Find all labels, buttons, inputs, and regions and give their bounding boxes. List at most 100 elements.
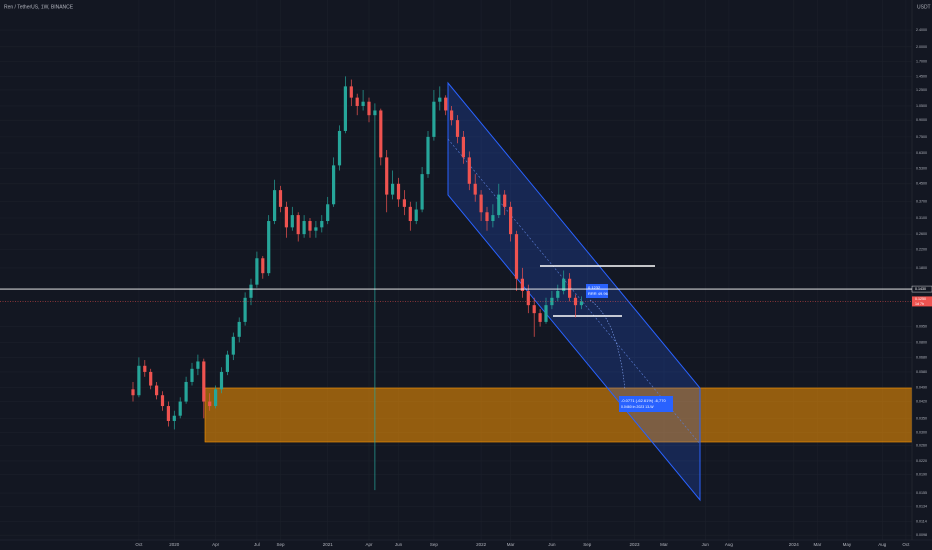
candle-body: [296, 215, 300, 235]
candle-body: [326, 204, 330, 222]
x-tick-label: 2024: [789, 542, 800, 547]
y-tick-label: 0.2600: [916, 232, 927, 236]
x-tick-label: Jun: [395, 542, 403, 547]
x-tick-label: Jul: [254, 542, 260, 547]
y-tick-label: 0.0950: [916, 325, 927, 329]
y-tick-label: 0.0300: [916, 430, 927, 434]
candle-body: [556, 291, 560, 298]
candle-body: [491, 215, 495, 222]
candle-body: [267, 221, 271, 274]
candle-body: [255, 258, 259, 285]
candle-body: [414, 209, 418, 222]
candle-body: [314, 227, 318, 231]
y-tick-label: 0.3700: [916, 200, 927, 204]
candle-body: [332, 165, 336, 205]
position-ratio: RRR 49.96: [588, 291, 609, 296]
x-tick-label: Apr: [365, 542, 373, 547]
candle-body: [361, 101, 365, 106]
x-tick-label: Oct: [902, 542, 910, 547]
candle-body: [155, 385, 159, 396]
y-unit: USDT: [917, 4, 931, 10]
candle-body: [284, 206, 288, 228]
candle-body: [225, 354, 229, 372]
candle-body: [184, 381, 188, 402]
y-tick-label: 0.0680: [916, 355, 927, 359]
y-tick-label: 0.0260: [916, 444, 927, 448]
candle-body: [178, 401, 182, 416]
position-label-box: [586, 284, 608, 298]
candle-body: [355, 97, 359, 106]
y-tick-label: 0.5300: [916, 167, 927, 171]
candle-body: [385, 157, 389, 195]
candle-body: [562, 278, 566, 292]
candle-body: [249, 284, 253, 298]
y-tick-label: 0.4500: [916, 182, 927, 186]
candle-body: [143, 365, 147, 372]
candle-body: [467, 157, 471, 184]
candle-body: [526, 291, 530, 306]
y-tick-label: 0.0190: [916, 472, 927, 476]
y-tick-label: 0.6300: [916, 151, 927, 155]
x-tick-label: Apr: [212, 542, 220, 547]
candle-body: [461, 136, 465, 158]
candle-body: [160, 395, 165, 407]
y-tick-label: 0.0098: [916, 533, 927, 537]
candle-body: [550, 297, 554, 306]
candle-body: [308, 221, 312, 231]
candle-body: [172, 415, 176, 421]
price-line-label: 0.1430: [915, 287, 926, 291]
y-tick-label: 0.1800: [916, 266, 927, 270]
x-tick-label: Sep: [276, 542, 285, 547]
y-tick-label: 1.0500: [916, 104, 927, 108]
y-tick-label: 0.0220: [916, 459, 927, 463]
candle-body: [343, 86, 347, 131]
y-tick-label: 0.0490: [916, 385, 927, 389]
y-tick-label: 0.0350: [916, 416, 927, 420]
y-tick-label: 1.7000: [916, 60, 927, 64]
candle-body: [538, 313, 542, 322]
y-tick-label: 0.0420: [916, 400, 927, 404]
candle-body: [166, 406, 170, 421]
price-line-tag: [911, 285, 932, 293]
candle-body: [544, 305, 548, 322]
candle-body: [214, 389, 218, 407]
y-tick-label: 0.7500: [916, 135, 927, 139]
candle-body: [278, 190, 283, 207]
channel-midline: [447, 138, 701, 445]
y-tick-label: 0.0580: [916, 370, 927, 374]
candle-body: [131, 389, 135, 396]
x-tick-label: Sep: [430, 542, 439, 547]
candle-body: [190, 368, 194, 382]
y-tick-label: 0.0800: [916, 340, 927, 344]
candle-body: [320, 221, 324, 228]
candles: [131, 76, 583, 491]
candle-body: [243, 297, 247, 322]
candle-body: [520, 278, 524, 292]
x-tick-label: Aug: [878, 542, 887, 547]
y-tick-label: 0.3100: [916, 216, 927, 220]
candle-body: [290, 215, 294, 228]
last-price-countdown: 1d 7h: [915, 302, 924, 306]
position-price: 0.1232: [588, 285, 601, 290]
candle-body: [473, 183, 477, 195]
candle-body: [509, 206, 513, 235]
y-tick-label: 0.2200: [916, 247, 927, 251]
y-tick-label: 2.4000: [916, 28, 927, 32]
y-tick-label: 1.2500: [916, 88, 927, 92]
measure-detail: 0.0460 in 2023 13-W: [621, 405, 654, 409]
y-tick-label: 2.0000: [916, 45, 927, 49]
y-tick-label: 0.0155: [916, 491, 927, 495]
price-axis: [912, 0, 932, 550]
candle-body: [420, 174, 424, 210]
last-price-tag: [912, 296, 932, 307]
candle-body: [202, 361, 206, 402]
candle-body: [137, 365, 141, 396]
x-tick-label: 2021: [323, 542, 334, 547]
candle-body: [514, 234, 519, 279]
candle-body: [396, 183, 401, 200]
projection-path: [589, 299, 626, 391]
candle-body: [568, 278, 572, 298]
candle-body: [438, 97, 442, 102]
